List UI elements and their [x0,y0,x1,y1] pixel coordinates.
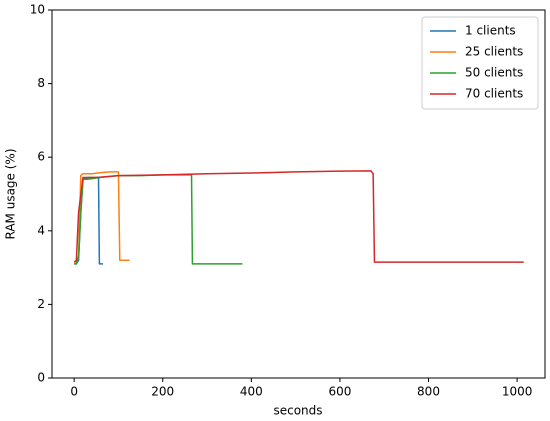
legend-label: 70 clients [465,87,523,101]
legend-box [421,16,539,110]
y-tick-label: 2 [37,297,45,311]
series-line [73,170,524,263]
y-tick-label: 4 [37,223,45,237]
x-tick-label: 200 [151,385,174,399]
x-tick-label: 400 [240,385,263,399]
y-tick-label: 10 [30,3,45,17]
y-tick-label: 6 [37,150,45,164]
legend-label: 50 clients [465,66,523,80]
x-tick-label: 0 [70,385,78,399]
legend-label: 25 clients [465,45,523,59]
x-axis-label: seconds [273,404,322,418]
y-tick-label: 8 [37,76,45,90]
legend-label: 1 clients [465,24,516,38]
x-tick-label: 800 [417,385,440,399]
y-axis-label: RAM usage (%) [4,148,18,239]
x-tick-label: 1000 [502,385,533,399]
y-tick-label: 0 [37,371,45,385]
plot-frame [51,9,546,379]
x-tick-label: 600 [328,385,351,399]
